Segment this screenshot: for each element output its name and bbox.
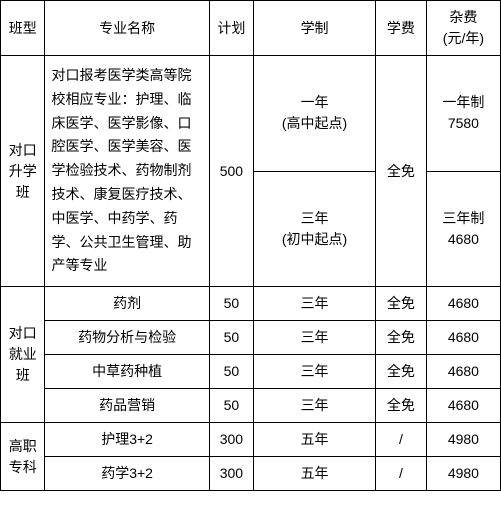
type-cell: 高职专科 <box>1 423 45 491</box>
tuition-cell: / <box>375 423 426 457</box>
major-cell: 药学3+2 <box>45 457 209 491</box>
fee-cell: 4980 <box>426 457 500 491</box>
table-row: 高职专科 护理3+2 300 五年 / 4980 <box>1 423 501 457</box>
major-cell: 护理3+2 <box>45 423 209 457</box>
tuition-cell: 全免 <box>375 56 426 287</box>
fee-cell: 三年制4680 <box>426 171 500 287</box>
system-cell: 三年 <box>254 287 376 321</box>
system-cell: 一年(高中起点) <box>254 56 376 172</box>
major-cell: 中草药种植 <box>45 355 209 389</box>
table-row: 对口就业班 药剂 50 三年 全免 4680 <box>1 287 501 321</box>
type-cell: 对口升学班 <box>1 56 45 287</box>
fee-cell: 4680 <box>426 287 500 321</box>
system-cell: 五年 <box>254 423 376 457</box>
header-tuition: 学费 <box>375 1 426 56</box>
plan-cell: 500 <box>209 56 253 287</box>
fee-cell: 4680 <box>426 355 500 389</box>
plan-cell: 50 <box>209 287 253 321</box>
table-row: 药学3+2 300 五年 / 4980 <box>1 457 501 491</box>
major-cell: 对口报考医学类高等院校相应专业：护理、临床医学、医学影像、口腔医学、医学美容、医… <box>45 56 209 287</box>
fee-cell: 4980 <box>426 423 500 457</box>
tuition-cell: 全免 <box>375 355 426 389</box>
header-plan: 计划 <box>209 1 253 56</box>
type-cell: 对口就业班 <box>1 287 45 423</box>
fee-cell: 4680 <box>426 389 500 423</box>
major-cell: 药品营销 <box>45 389 209 423</box>
system-cell: 三年(初中起点) <box>254 171 376 287</box>
program-table: 班型 专业名称 计划 学制 学费 杂费(元/年) 对口升学班 对口报考医学类高等… <box>0 0 501 491</box>
header-type: 班型 <box>1 1 45 56</box>
system-cell: 三年 <box>254 321 376 355</box>
plan-cell: 300 <box>209 457 253 491</box>
header-row: 班型 专业名称 计划 学制 学费 杂费(元/年) <box>1 1 501 56</box>
tuition-cell: 全免 <box>375 321 426 355</box>
plan-cell: 300 <box>209 423 253 457</box>
major-cell: 药剂 <box>45 287 209 321</box>
table-row: 中草药种植 50 三年 全免 4680 <box>1 355 501 389</box>
tuition-cell: 全免 <box>375 287 426 321</box>
system-cell: 五年 <box>254 457 376 491</box>
tuition-cell: / <box>375 457 426 491</box>
table-row: 药物分析与检验 50 三年 全免 4680 <box>1 321 501 355</box>
plan-cell: 50 <box>209 389 253 423</box>
header-system: 学制 <box>254 1 376 56</box>
table-row: 药品营销 50 三年 全免 4680 <box>1 389 501 423</box>
tuition-cell: 全免 <box>375 389 426 423</box>
header-fee: 杂费(元/年) <box>426 1 500 56</box>
major-cell: 药物分析与检验 <box>45 321 209 355</box>
fee-cell: 一年制7580 <box>426 56 500 172</box>
plan-cell: 50 <box>209 355 253 389</box>
fee-cell: 4680 <box>426 321 500 355</box>
table-row: 对口升学班 对口报考医学类高等院校相应专业：护理、临床医学、医学影像、口腔医学、… <box>1 56 501 172</box>
system-cell: 三年 <box>254 389 376 423</box>
plan-cell: 50 <box>209 321 253 355</box>
header-major: 专业名称 <box>45 1 209 56</box>
system-cell: 三年 <box>254 355 376 389</box>
